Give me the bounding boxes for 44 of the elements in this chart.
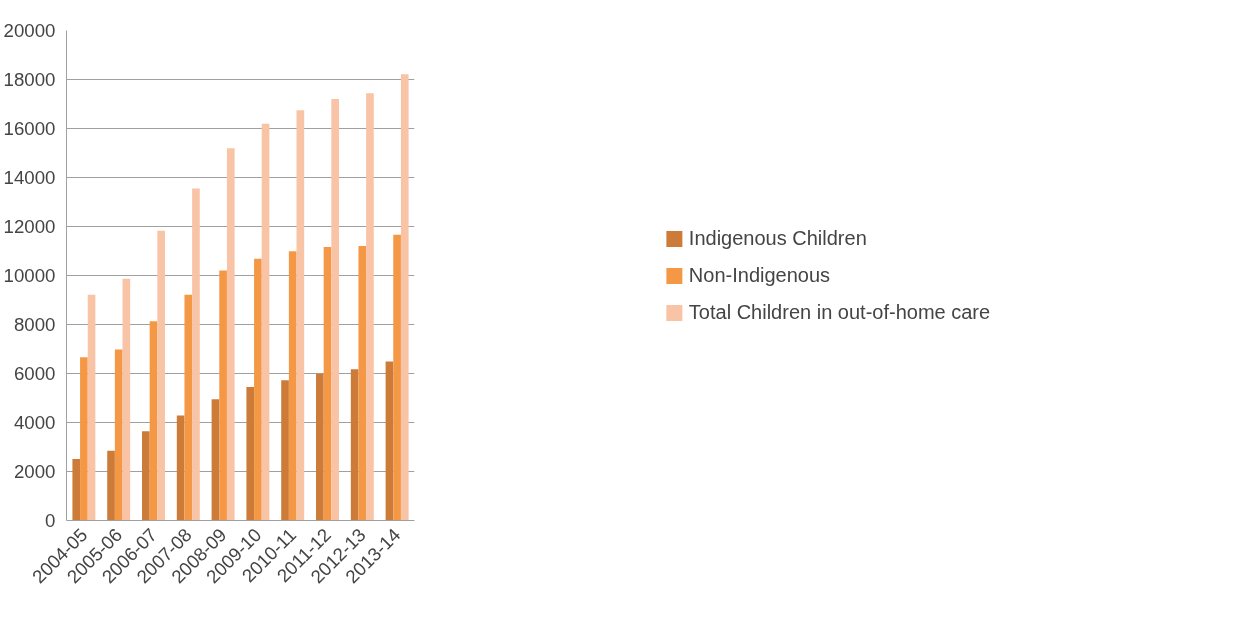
- y-tick-label: 14000: [3, 167, 56, 188]
- bar: [142, 431, 150, 521]
- legend-label: Non-Indigenous: [688, 263, 831, 287]
- bar: [176, 415, 185, 521]
- bar: [114, 349, 123, 521]
- bar: [296, 110, 305, 521]
- bar: [358, 246, 367, 521]
- y-tick-label: 2000: [14, 461, 56, 482]
- y-tick-label: 12000: [3, 216, 56, 237]
- y-tick-label: 6000: [14, 363, 56, 384]
- y-tick-label: 18000: [3, 69, 56, 90]
- bar: [149, 321, 158, 521]
- bar: [331, 99, 339, 521]
- bar: [226, 148, 235, 521]
- bar: [246, 386, 255, 521]
- bar: [366, 93, 374, 521]
- y-tick-label: 8000: [14, 314, 56, 335]
- bar: [281, 380, 289, 521]
- legend-label: Indigenous Children: [688, 226, 867, 250]
- bar: [107, 450, 115, 521]
- y-tick-label: 0: [45, 510, 56, 531]
- bar: [184, 294, 193, 521]
- bar: [219, 270, 227, 521]
- y-tick-label: 10000: [3, 265, 56, 286]
- bar: [254, 258, 262, 521]
- bar: [157, 230, 165, 521]
- bar: [80, 357, 88, 521]
- bar: [122, 278, 131, 521]
- bar: [261, 123, 270, 521]
- bar: [192, 188, 200, 521]
- bar: [323, 247, 332, 521]
- bar: [385, 361, 394, 521]
- bar: [316, 373, 324, 521]
- y-tick-label: 4000: [14, 412, 56, 433]
- bar: [72, 459, 81, 521]
- bar: [393, 234, 401, 521]
- bar: [288, 251, 297, 521]
- y-tick-label: 16000: [3, 118, 56, 139]
- bar: [350, 369, 359, 521]
- bar: [87, 294, 96, 521]
- bar: [400, 74, 409, 521]
- legend-label: Total Children in out-of-home care: [688, 300, 991, 324]
- y-tick-label: 20000: [3, 20, 56, 41]
- bar: [211, 399, 220, 521]
